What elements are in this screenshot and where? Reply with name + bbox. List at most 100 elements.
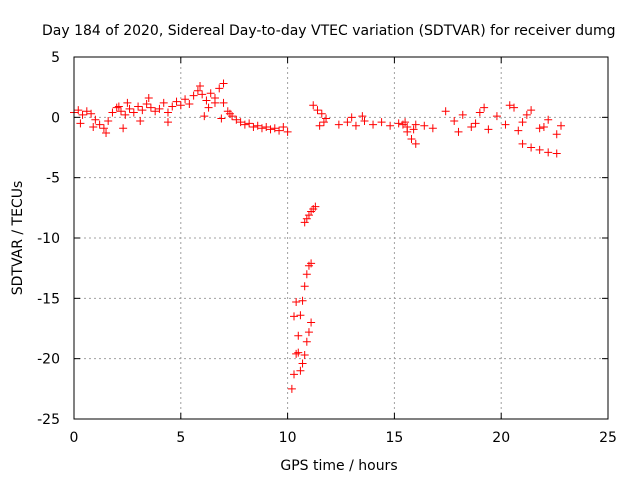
data-point [142, 100, 151, 109]
data-point [471, 119, 480, 128]
data-point [108, 108, 117, 117]
data-point [467, 122, 476, 131]
data-point [394, 119, 403, 128]
data-point [290, 312, 299, 321]
data-point [215, 84, 224, 93]
data-point [304, 328, 313, 337]
data-point [225, 109, 234, 118]
data-point [82, 107, 91, 116]
y-tick-label: -25 [37, 412, 60, 428]
data-point [189, 91, 198, 100]
data-point [116, 107, 125, 116]
data-point [351, 121, 360, 130]
data-point [217, 114, 226, 123]
data-point [360, 116, 369, 125]
data-point [322, 114, 331, 123]
data-point [78, 110, 87, 119]
data-point [302, 214, 311, 223]
data-point [290, 370, 299, 379]
data-point [544, 115, 553, 124]
data-point [313, 106, 322, 115]
data-point [518, 139, 527, 148]
x-tick-label: 10 [279, 430, 297, 446]
y-tick-label: -20 [37, 352, 60, 368]
data-point [539, 122, 548, 131]
y-tick-label: -15 [37, 291, 60, 307]
data-point [151, 107, 160, 116]
data-point [240, 120, 249, 129]
data-point [253, 121, 262, 130]
data-point [185, 100, 194, 109]
data-point [159, 98, 168, 107]
data-point [343, 118, 352, 127]
data-point [172, 97, 181, 106]
data-point [475, 108, 484, 117]
data-point [300, 351, 309, 360]
data-point [480, 103, 489, 112]
data-point [210, 98, 219, 107]
data-point [121, 110, 130, 119]
data-point [176, 101, 185, 110]
data-point [168, 102, 177, 111]
data-point [155, 104, 164, 113]
data-point [302, 270, 311, 279]
data-point [557, 121, 566, 130]
data-point [304, 211, 313, 220]
data-point [450, 116, 459, 125]
data-point [311, 202, 320, 211]
data-point [296, 366, 305, 375]
data-point [407, 135, 416, 144]
data-point [454, 127, 463, 136]
data-point [369, 120, 378, 129]
data-point [249, 122, 258, 131]
data-point [298, 359, 307, 368]
data-markers [70, 79, 566, 393]
data-point [411, 139, 420, 148]
data-point [87, 109, 96, 118]
data-point [270, 124, 279, 133]
data-point [129, 108, 138, 117]
data-point [89, 122, 98, 131]
data-point [112, 103, 121, 112]
data-point [76, 119, 85, 128]
data-point [347, 113, 356, 122]
data-point [294, 348, 303, 357]
data-point [535, 124, 544, 133]
chart-title: Day 184 of 2020, Sidereal Day-to-day VTE… [42, 23, 616, 39]
data-point [91, 115, 100, 124]
data-point [307, 318, 316, 327]
data-point [74, 106, 83, 115]
data-point [294, 331, 303, 340]
data-point [319, 118, 328, 127]
data-point [315, 121, 324, 130]
data-point [302, 337, 311, 346]
x-tick-label: 25 [599, 430, 617, 446]
y-tick-label: 5 [51, 50, 60, 66]
data-point [298, 296, 307, 305]
data-point [522, 110, 531, 119]
data-point [527, 106, 536, 115]
data-point [510, 103, 519, 112]
data-point [484, 125, 493, 134]
data-point [136, 116, 145, 125]
data-point [492, 112, 501, 121]
data-point [245, 119, 254, 128]
data-point [428, 124, 437, 133]
data-point [134, 102, 143, 111]
data-point [193, 86, 202, 95]
data-point [163, 118, 172, 127]
data-point [514, 126, 523, 135]
data-point [403, 127, 412, 136]
data-point [296, 311, 305, 320]
y-tick-label: -5 [46, 171, 60, 187]
data-point [401, 118, 410, 127]
data-point [358, 112, 367, 121]
data-point [552, 130, 561, 139]
data-point [236, 118, 245, 127]
data-point [123, 98, 132, 107]
data-point [219, 98, 228, 107]
data-point [334, 120, 343, 129]
data-point [275, 126, 284, 135]
data-point [309, 101, 318, 110]
